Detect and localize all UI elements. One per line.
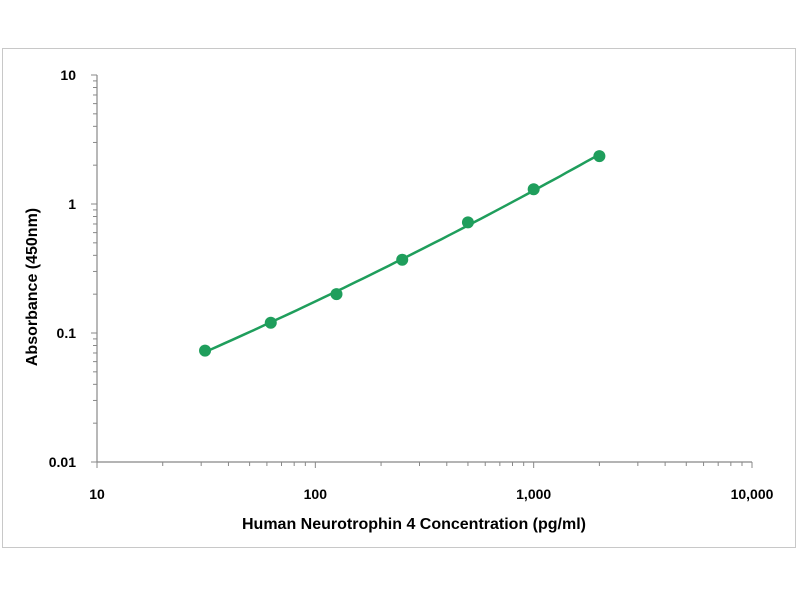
data-point — [396, 253, 409, 266]
y-tick-label: 10 — [60, 67, 76, 83]
axes — [96, 75, 752, 463]
x-axis-title: Human Neurotrophin 4 Concentration (pg/m… — [242, 516, 586, 533]
x-tick-label: 1,000 — [516, 486, 551, 502]
tick-labels: 10 100 1,000 10,000 10 1 0.1 0.01 — [49, 67, 774, 502]
chart-frame — [2, 48, 796, 548]
data-point — [527, 183, 540, 196]
x-tick-label: 10,000 — [731, 486, 774, 502]
x-tick-label: 10 — [89, 486, 105, 502]
x-tick-label: 100 — [304, 486, 328, 502]
y-axis-title: Absorbance (450nm) — [24, 208, 41, 366]
y-tick-label: 0.1 — [57, 325, 77, 341]
data-point — [593, 150, 606, 163]
data-points — [199, 150, 606, 357]
data-point — [264, 316, 277, 329]
ticks — [91, 74, 753, 468]
data-point — [330, 288, 343, 301]
fit-curve — [204, 153, 601, 354]
data-point — [461, 216, 474, 229]
y-tick-label: 0.01 — [49, 454, 76, 470]
data-point — [199, 344, 212, 357]
y-tick-label: 1 — [68, 196, 76, 212]
